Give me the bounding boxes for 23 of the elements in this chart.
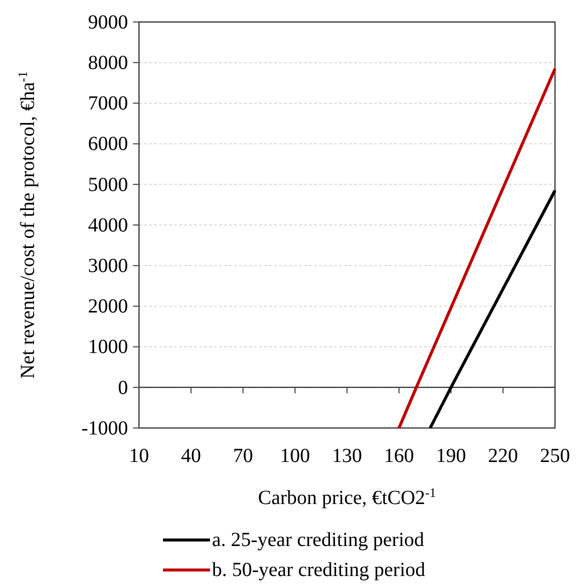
y-tick-label: 1000: [88, 336, 128, 358]
x-tick-label: 130: [332, 445, 362, 467]
y-tick-label: 7000: [88, 92, 128, 115]
y-tick-label: 3000: [88, 255, 128, 277]
y-tick-label: -1000: [81, 417, 128, 440]
x-tick-label: 40: [181, 445, 201, 467]
y-tick-label: 5000: [88, 174, 128, 196]
y-tick-label: 8000: [88, 52, 128, 74]
legend-label: a. 25-year crediting period: [212, 529, 424, 551]
y-tick-label: 0: [118, 376, 128, 399]
y-tick-label: 2000: [88, 296, 128, 318]
x-tick-label: 160: [384, 445, 414, 467]
x-tick-label: 10: [129, 445, 149, 467]
legend-label: b. 50-year crediting period: [212, 559, 426, 581]
y-tick-label: 4000: [88, 214, 128, 236]
x-tick-label: 220: [488, 445, 518, 467]
x-tick-label: 250: [540, 445, 570, 467]
y-tick-label: 6000: [88, 133, 128, 156]
y-tick-label: 9000: [88, 11, 128, 34]
x-tick-label: 100: [280, 445, 310, 467]
x-tick-label: 190: [436, 445, 466, 467]
x-axis-title: Carbon price, €tCO2$^{-1}$: [258, 484, 436, 509]
x-tick-label: 70: [233, 445, 253, 467]
